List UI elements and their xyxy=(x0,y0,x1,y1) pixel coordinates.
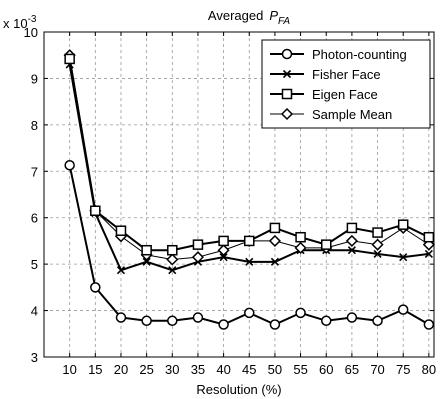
legend-item-eigen-face: Eigen Face xyxy=(270,87,378,102)
data-point-photon-counting xyxy=(372,315,383,327)
y-tick-label: 6 xyxy=(31,211,38,226)
data-point-photon-counting xyxy=(423,319,435,330)
legend-marker xyxy=(282,69,292,79)
x-tick-label: 15 xyxy=(88,362,102,377)
data-point-photon-counting xyxy=(192,312,204,323)
legend-marker xyxy=(281,88,293,100)
x-tick-label: 30 xyxy=(165,362,179,377)
plot-frame xyxy=(43,31,435,358)
data-point-sample-mean xyxy=(217,244,230,257)
chart-title-symbol: P xyxy=(269,8,278,23)
data-point-eigen-face xyxy=(192,239,204,250)
x-tick-label: 50 xyxy=(268,362,282,377)
series-layer xyxy=(63,49,435,330)
data-point-eigen-face xyxy=(218,235,229,247)
x-tick-label: 20 xyxy=(114,362,128,377)
data-point-photon-counting xyxy=(167,315,178,327)
y-exponent-power: -3 xyxy=(28,14,37,25)
data-point-eigen-face xyxy=(295,231,306,243)
data-point-eigen-face xyxy=(423,231,435,243)
x-tick-label: 10 xyxy=(62,362,76,377)
y-tick-label: 5 xyxy=(31,257,38,272)
data-point-sample-mean xyxy=(166,253,179,266)
x-tick-label: 65 xyxy=(345,362,359,377)
y-tick-labels: 3 4 5 6 7 8 9 10 xyxy=(24,25,38,365)
data-point-photon-counting xyxy=(397,304,409,315)
chart-title-subscript: FA xyxy=(278,16,290,27)
data-point-eigen-face xyxy=(64,53,75,65)
tick-marks xyxy=(44,31,434,358)
y-tick-label: 8 xyxy=(31,118,38,133)
data-point-photon-counting xyxy=(141,315,152,327)
y-tick-label: 7 xyxy=(31,164,38,179)
legend-label: Photon-counting xyxy=(312,47,407,62)
x-tick-label: 45 xyxy=(242,362,256,377)
data-point-eigen-face xyxy=(397,219,409,230)
chart-title-main: Averaged xyxy=(208,8,263,23)
x-tick-label: 80 xyxy=(422,362,436,377)
legend-marker xyxy=(280,107,294,121)
data-point-fisher-face xyxy=(142,257,151,266)
x-tick-label: 40 xyxy=(216,362,230,377)
y-exponent-label: x 10-3 xyxy=(3,14,37,31)
data-point-photon-counting xyxy=(115,312,127,323)
data-point-fisher-face xyxy=(245,257,254,266)
data-point-photon-counting xyxy=(320,315,332,327)
x-tick-labels: 10 15 20 25 30 35 40 45 50 55 60 65 70 75 80 xyxy=(62,362,436,377)
data-point-eigen-face xyxy=(244,235,255,247)
chart-title: Averaged PFA xyxy=(208,8,290,27)
data-point-eigen-face xyxy=(320,239,332,250)
data-point-fisher-face xyxy=(116,266,126,275)
series-photon-counting xyxy=(64,160,435,330)
x-tick-label: 60 xyxy=(319,362,333,377)
legend-label: Sample Mean xyxy=(312,107,392,122)
data-point-fisher-face xyxy=(373,249,382,258)
data-point-eigen-face xyxy=(269,222,281,234)
x-tick-label: 75 xyxy=(396,362,410,377)
data-point-sample-mean xyxy=(294,241,307,254)
legend-item-fisher-face: Fisher Face xyxy=(270,67,381,82)
y-tick-label: 10 xyxy=(24,25,38,40)
data-point-photon-counting xyxy=(269,319,281,330)
data-point-photon-counting xyxy=(346,312,358,323)
data-point-fisher-face xyxy=(424,249,433,258)
legend-label: Fisher Face xyxy=(312,67,381,82)
data-point-fisher-face xyxy=(399,253,408,262)
legend-item-photon-counting: Photon-counting xyxy=(270,47,407,62)
data-point-photon-counting xyxy=(90,282,101,293)
data-point-eigen-face xyxy=(115,225,127,236)
data-point-fisher-face xyxy=(270,257,279,266)
data-point-sample-mean xyxy=(345,234,358,247)
data-point-sample-mean xyxy=(191,251,205,264)
x-axis-label: Resolution (%) xyxy=(196,382,281,397)
data-point-sample-mean xyxy=(268,234,281,247)
data-point-photon-counting xyxy=(218,319,229,330)
data-point-fisher-face xyxy=(219,253,228,262)
data-point-fisher-face xyxy=(168,266,177,275)
x-tick-label: 70 xyxy=(370,362,384,377)
data-point-photon-counting xyxy=(244,307,255,319)
data-point-photon-counting xyxy=(64,160,75,171)
legend-item-sample-mean: Sample Mean xyxy=(270,107,392,122)
data-point-eigen-face xyxy=(167,244,178,256)
data-point-eigen-face xyxy=(141,244,152,256)
data-point-eigen-face xyxy=(346,222,358,234)
y-tick-label: 4 xyxy=(31,304,38,319)
data-point-photon-counting xyxy=(295,307,306,319)
legend-marker xyxy=(281,48,293,60)
legend-label: Eigen Face xyxy=(312,87,378,102)
x-tick-label: 25 xyxy=(139,362,153,377)
y-tick-label: 3 xyxy=(31,350,38,365)
x-tick-label: 35 xyxy=(191,362,205,377)
y-tick-label: 9 xyxy=(31,71,38,86)
x-tick-label: 55 xyxy=(293,362,307,377)
data-point-eigen-face xyxy=(90,205,101,216)
data-point-eigen-face xyxy=(372,227,383,238)
data-point-fisher-face xyxy=(347,246,356,255)
legend: Photon-counting Fisher Face Eigen Face Samp… xyxy=(261,39,431,129)
data-point-sample-mean xyxy=(371,238,384,251)
series-eigen-face xyxy=(64,53,435,256)
